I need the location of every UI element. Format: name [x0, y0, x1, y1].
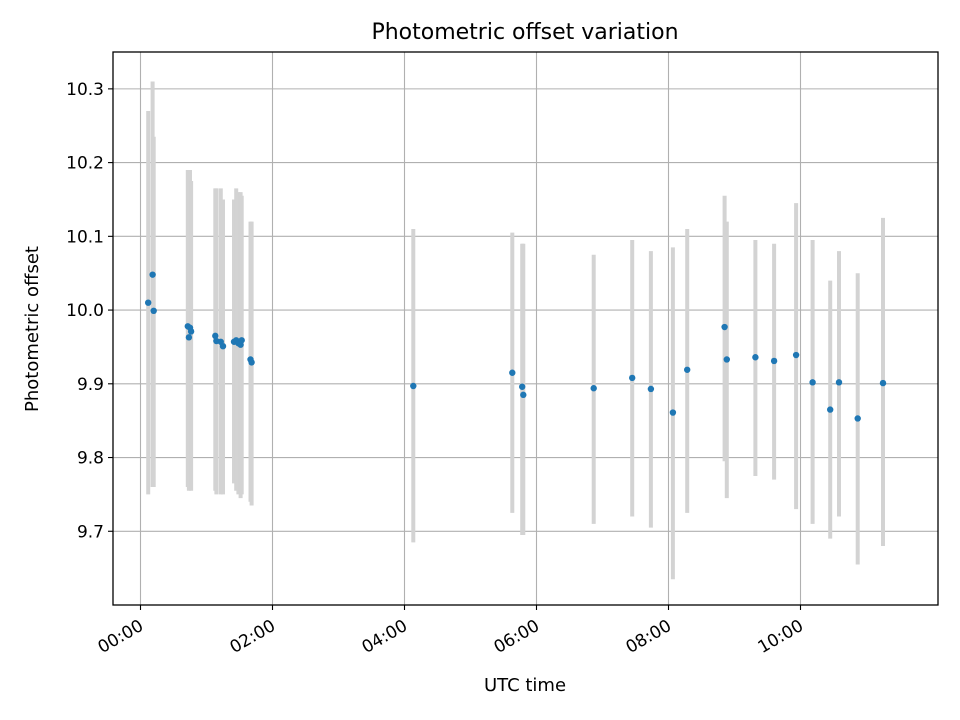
y-tick-label: 10.0 [66, 301, 104, 321]
data-point [150, 307, 157, 315]
y-axis: 9.7 9.8 9.9 10.0 10.1 10.2 10.3 [66, 80, 113, 542]
y-tick-label: 9.9 [77, 375, 104, 395]
y-tick-label: 10.3 [66, 80, 104, 100]
data-point [770, 357, 778, 365]
data-point [854, 415, 861, 422]
y-tick-label: 10.2 [66, 154, 104, 174]
data-point [410, 382, 417, 390]
data-point [629, 374, 636, 382]
data-point [248, 359, 255, 366]
y-axis-label: Photometric offset [22, 246, 43, 412]
data-point [752, 354, 759, 361]
data-point [827, 406, 834, 413]
data-point [212, 332, 219, 340]
y-tick-label: 9.8 [77, 449, 104, 469]
data-point [519, 383, 526, 390]
x-axis-label: UTC time [484, 675, 566, 696]
data-points [145, 271, 887, 422]
data-point [238, 337, 245, 344]
data-point [809, 379, 816, 386]
plot-frame [112, 51, 939, 606]
data-point [721, 323, 728, 331]
data-point [879, 379, 887, 387]
y-tick-label: 9.7 [77, 522, 104, 542]
data-point [149, 271, 156, 278]
y-tick-label: 10.1 [66, 227, 104, 247]
data-point [669, 409, 677, 416]
data-point [145, 299, 152, 306]
data-point [723, 356, 730, 363]
data-point [509, 369, 516, 376]
data-point [835, 379, 843, 386]
data-point [185, 334, 193, 341]
data-point [187, 328, 195, 335]
data-point [792, 351, 800, 359]
data-point [647, 385, 655, 393]
data-point [520, 391, 527, 399]
data-point [219, 342, 227, 350]
chart-title: Photometric offset variation [371, 20, 678, 45]
data-point [590, 385, 597, 392]
data-point [684, 366, 691, 373]
